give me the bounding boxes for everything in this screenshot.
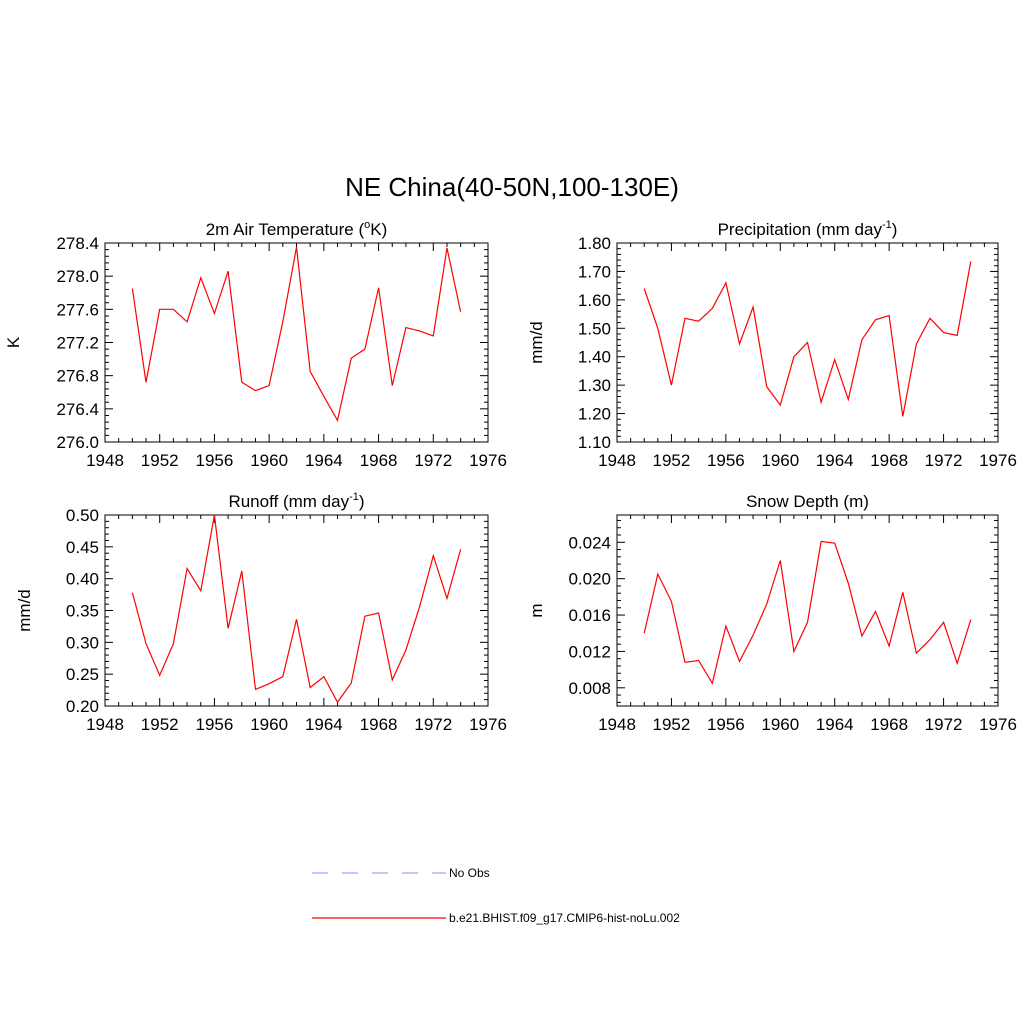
x-tick-label: 1948 bbox=[598, 715, 636, 734]
x-tick-label: 1976 bbox=[469, 451, 507, 470]
y-tick-label: 0.008 bbox=[568, 679, 611, 698]
x-tick-label: 1964 bbox=[816, 715, 854, 734]
x-tick-label: 1968 bbox=[360, 715, 398, 734]
y-tick-label: 278.0 bbox=[56, 267, 99, 286]
chart-panel: Snow Depth (m) m 1948 1952 1956 1960 1964 1968 1… bbox=[527, 492, 1017, 734]
x-tick-label: 1964 bbox=[305, 451, 343, 470]
series-line bbox=[643, 261, 972, 417]
y-tick-label: 277.2 bbox=[56, 334, 99, 353]
x-tick-label: 1948 bbox=[86, 451, 124, 470]
y-tick-label: 1.60 bbox=[578, 291, 611, 310]
y-tick-label: 1.70 bbox=[578, 262, 611, 281]
panels-group: 2m Air Temperature (oK) K 1948 1952 1956 1960… bbox=[4, 219, 1017, 734]
x-tick-label: 1972 bbox=[925, 715, 963, 734]
y-tick-label: 0.20 bbox=[66, 697, 99, 716]
y-tick-label: 0.30 bbox=[66, 633, 99, 652]
x-tick-label: 1952 bbox=[141, 715, 179, 734]
legend-label: No Obs bbox=[449, 866, 490, 880]
y-tick-label: 0.020 bbox=[568, 570, 611, 589]
series-line bbox=[131, 514, 462, 704]
y-axis-label: mm/d bbox=[527, 321, 546, 364]
y-tick-label: 0.016 bbox=[568, 606, 611, 625]
series-line bbox=[643, 540, 972, 685]
x-tick-label: 1968 bbox=[360, 451, 398, 470]
x-tick-label: 1952 bbox=[653, 451, 691, 470]
y-tick-label: 0.35 bbox=[66, 602, 99, 621]
x-tick-label: 1960 bbox=[761, 451, 799, 470]
y-tick-label: 276.0 bbox=[56, 433, 99, 452]
x-tick-label: 1968 bbox=[870, 715, 908, 734]
x-tick-label: 1948 bbox=[598, 451, 636, 470]
y-tick-label: 1.20 bbox=[578, 405, 611, 424]
y-tick-label: 0.50 bbox=[66, 506, 99, 525]
y-tick-label: 278.4 bbox=[56, 234, 99, 253]
x-tick-label: 1952 bbox=[141, 451, 179, 470]
panel-title: Snow Depth (m) bbox=[746, 492, 869, 511]
y-tick-label: 0.024 bbox=[568, 533, 611, 552]
x-tick-label: 1976 bbox=[469, 715, 507, 734]
y-tick-label: 0.012 bbox=[568, 642, 611, 661]
panel-title: Runoff (mm day-1) bbox=[228, 491, 364, 511]
x-tick-label: 1964 bbox=[305, 715, 343, 734]
x-tick-label: 1956 bbox=[196, 715, 234, 734]
y-tick-label: 1.40 bbox=[578, 348, 611, 367]
x-tick-label: 1972 bbox=[414, 451, 452, 470]
x-tick-label: 1972 bbox=[925, 451, 963, 470]
y-tick-label: 1.80 bbox=[578, 234, 611, 253]
chart-panel: Runoff (mm day-1) mm/d 1948 1952 1956 1960 196… bbox=[15, 491, 507, 734]
chart-panel: 2m Air Temperature (oK) K 1948 1952 1956 1960… bbox=[4, 219, 507, 470]
x-tick-label: 1960 bbox=[250, 715, 288, 734]
y-axis-label: mm/d bbox=[15, 589, 34, 632]
y-tick-label: 0.40 bbox=[66, 570, 99, 589]
x-tick-label: 1952 bbox=[653, 715, 691, 734]
series-line bbox=[131, 246, 462, 423]
figure-title: NE China(40-50N,100-130E) bbox=[345, 172, 679, 202]
y-tick-label: 0.25 bbox=[66, 665, 99, 684]
chart-panel: Precipitation (mm day-1) mm/d 1948 1952 1956… bbox=[527, 219, 1017, 470]
x-tick-label: 1960 bbox=[250, 451, 288, 470]
panel-title: Precipitation (mm day-1) bbox=[718, 219, 898, 239]
y-tick-label: 1.10 bbox=[578, 433, 611, 452]
y-tick-label: 0.45 bbox=[66, 538, 99, 557]
y-tick-label: 1.50 bbox=[578, 319, 611, 338]
x-tick-label: 1948 bbox=[86, 715, 124, 734]
x-tick-label: 1968 bbox=[870, 451, 908, 470]
x-tick-label: 1976 bbox=[979, 451, 1017, 470]
x-tick-label: 1956 bbox=[196, 451, 234, 470]
x-tick-label: 1976 bbox=[979, 715, 1017, 734]
panel-title: 2m Air Temperature (oK) bbox=[206, 219, 388, 239]
y-tick-label: 276.4 bbox=[56, 400, 99, 419]
x-tick-label: 1956 bbox=[707, 451, 745, 470]
legend: No Obs b.e21.BHIST.f09_g17.CMIP6-hist-noL… bbox=[312, 866, 680, 925]
y-axis-label: m bbox=[527, 603, 546, 617]
x-tick-label: 1972 bbox=[414, 715, 452, 734]
y-tick-label: 277.6 bbox=[56, 300, 99, 319]
x-tick-label: 1956 bbox=[707, 715, 745, 734]
y-tick-label: 1.30 bbox=[578, 376, 611, 395]
legend-label: b.e21.BHIST.f09_g17.CMIP6-hist-noLu.002 bbox=[449, 911, 680, 925]
y-tick-label: 276.8 bbox=[56, 367, 99, 386]
y-axis-label: K bbox=[4, 336, 23, 348]
x-tick-label: 1964 bbox=[816, 451, 854, 470]
x-tick-label: 1960 bbox=[761, 715, 799, 734]
